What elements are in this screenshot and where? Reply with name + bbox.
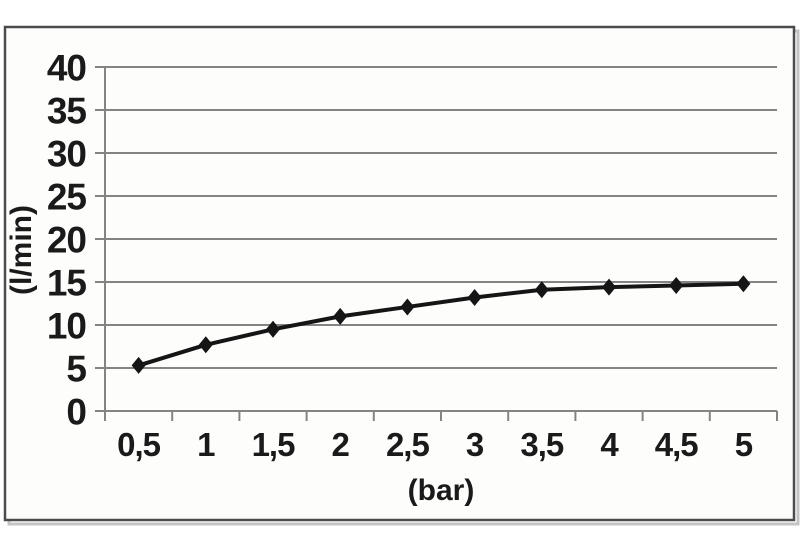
x-tick-label: 5 <box>735 426 753 463</box>
data-point-marker <box>602 278 616 296</box>
x-tick-label: 2 <box>332 426 350 463</box>
tick-marks <box>95 66 778 421</box>
data-point-marker <box>534 281 549 299</box>
y-tick-label: 20 <box>47 220 87 261</box>
series-line <box>138 281 744 368</box>
x-tick-label: 1,5 <box>252 426 296 463</box>
data-point-marker <box>736 275 751 293</box>
data-point-marker <box>400 298 415 316</box>
data-point-marker <box>131 356 146 374</box>
y-tick-label: 25 <box>47 177 87 218</box>
data-point-marker <box>333 307 348 325</box>
y-tick-label: 35 <box>47 91 87 132</box>
x-tick-label: 4,5 <box>655 426 699 463</box>
x-tick-label: 0,5 <box>117 426 161 463</box>
x-tick-label: 2,5 <box>386 426 430 463</box>
y-tick-label: 30 <box>47 134 87 175</box>
x-axis-title: (bar) <box>408 474 475 507</box>
y-tick-label: 10 <box>47 306 87 347</box>
gridlines <box>105 66 777 412</box>
x-tick-label: 3,5 <box>520 426 564 463</box>
x-tick-label: 4 <box>600 426 619 463</box>
data-point-marker <box>266 320 280 338</box>
data-point-marker <box>198 336 213 354</box>
x-tick-label: 1 <box>197 426 215 463</box>
data-point-marker <box>669 276 684 294</box>
x-axis-tick-labels: 0,5 1 1,5 2 2,5 3 3,5 4 4,5 5 <box>117 426 754 463</box>
data-series <box>131 275 751 374</box>
x-tick-label: 3 <box>466 426 484 463</box>
y-tick-label: 15 <box>47 263 87 304</box>
y-tick-label: 40 <box>47 48 87 89</box>
y-axis-title: (l/min) <box>5 205 38 295</box>
y-tick-label: 0 <box>66 392 86 433</box>
data-point-marker <box>467 288 482 306</box>
y-tick-label: 5 <box>66 349 86 390</box>
